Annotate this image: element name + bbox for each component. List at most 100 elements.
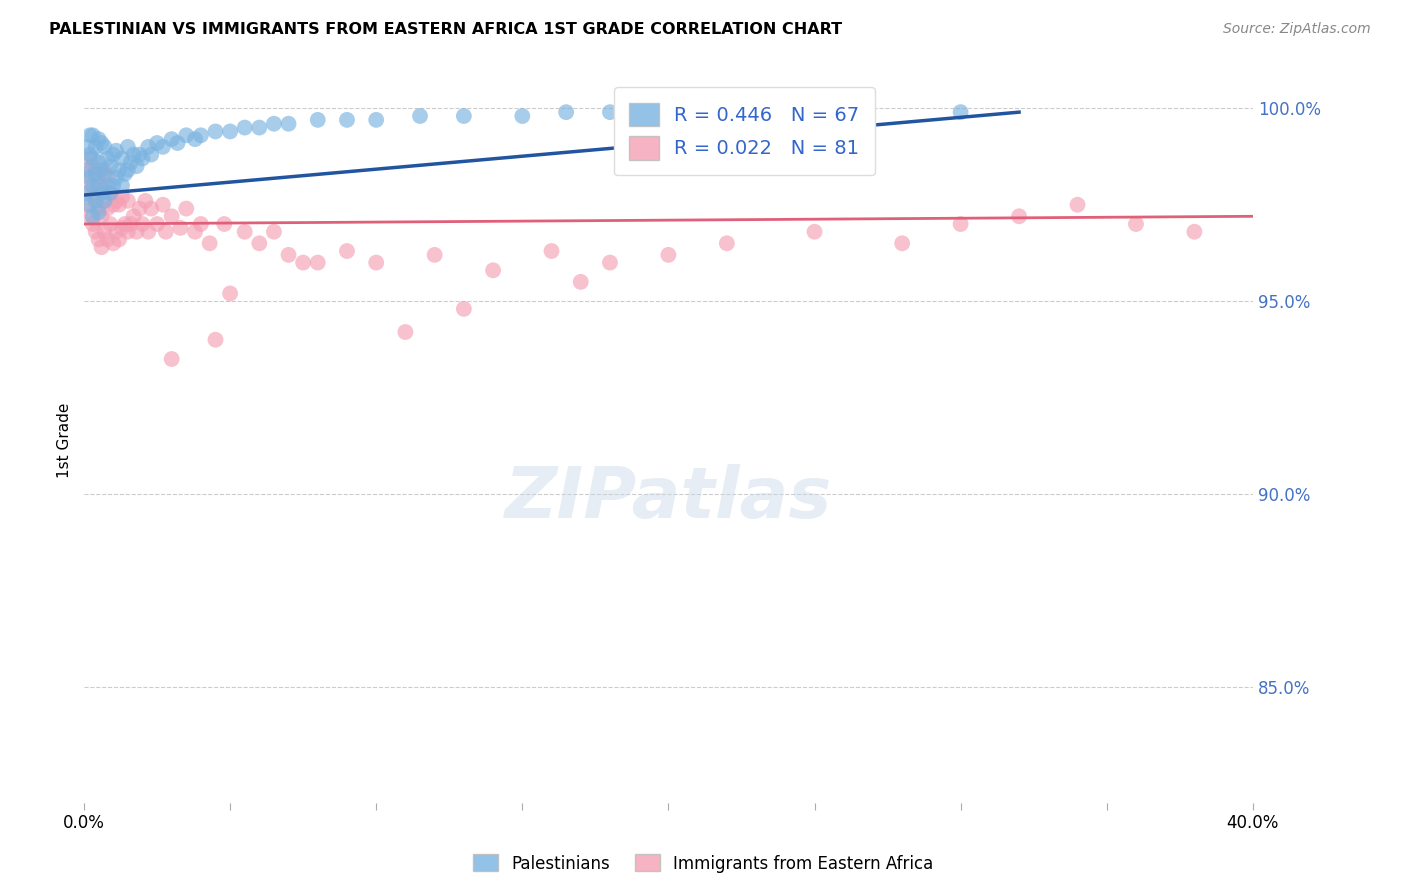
Point	[160, 132, 183, 146]
Point	[117, 225, 139, 239]
Text: Source: ZipAtlas.com: Source: ZipAtlas.com	[1223, 22, 1371, 37]
Point	[423, 248, 446, 262]
Point	[160, 209, 183, 223]
Point	[160, 351, 183, 366]
Point	[76, 167, 98, 181]
Point	[90, 163, 112, 178]
Legend: Palestinians, Immigrants from Eastern Africa: Palestinians, Immigrants from Eastern Af…	[465, 847, 941, 880]
Point	[307, 112, 329, 127]
Point	[117, 140, 139, 154]
Point	[87, 170, 110, 185]
Point	[111, 190, 134, 204]
Point	[155, 225, 177, 239]
Point	[233, 120, 256, 135]
Point	[555, 105, 578, 120]
Point	[891, 236, 914, 251]
Point	[90, 136, 112, 150]
Point	[247, 236, 270, 251]
Point	[105, 194, 128, 208]
Point	[1066, 198, 1088, 212]
Point	[117, 194, 139, 208]
Point	[146, 217, 169, 231]
Point	[716, 236, 738, 251]
Point	[184, 225, 207, 239]
Point	[98, 186, 121, 201]
Point	[82, 152, 104, 166]
Point	[84, 163, 107, 178]
Point	[79, 152, 101, 166]
Point	[277, 117, 299, 131]
Point	[93, 194, 115, 208]
Point	[131, 152, 153, 166]
Point	[111, 220, 134, 235]
Point	[366, 112, 388, 127]
Text: ZIPatlas: ZIPatlas	[505, 464, 832, 533]
Point	[82, 217, 104, 231]
Point	[76, 186, 98, 201]
Point	[93, 225, 115, 239]
Point	[569, 275, 592, 289]
Point	[141, 202, 163, 216]
Point	[96, 232, 118, 246]
Point	[90, 178, 112, 193]
Point	[263, 225, 285, 239]
Point	[120, 155, 142, 169]
Point	[111, 178, 134, 193]
Point	[82, 178, 104, 193]
Point	[82, 159, 104, 173]
Point	[93, 163, 115, 178]
Point	[105, 225, 128, 239]
Point	[540, 244, 562, 258]
Point	[84, 167, 107, 181]
Point	[103, 147, 125, 161]
Point	[103, 198, 125, 212]
Point	[96, 170, 118, 185]
Point	[409, 109, 432, 123]
Point	[108, 163, 131, 178]
Point	[136, 225, 159, 239]
Point	[79, 178, 101, 193]
Y-axis label: 1st Grade: 1st Grade	[58, 402, 72, 478]
Point	[152, 140, 174, 154]
Point	[84, 194, 107, 208]
Point	[131, 217, 153, 231]
Point	[184, 132, 207, 146]
Point	[803, 225, 825, 239]
Point	[336, 112, 359, 127]
Point	[169, 220, 191, 235]
Point	[87, 178, 110, 193]
Point	[247, 120, 270, 135]
Point	[98, 217, 121, 231]
Point	[120, 217, 142, 231]
Point	[84, 194, 107, 208]
Point	[87, 132, 110, 146]
Point	[103, 236, 125, 251]
Point	[96, 178, 118, 193]
Point	[76, 163, 98, 178]
Point	[949, 105, 972, 120]
Point	[292, 255, 315, 269]
Point	[87, 202, 110, 216]
Point	[108, 198, 131, 212]
Point	[136, 140, 159, 154]
Point	[125, 159, 148, 173]
Point	[98, 159, 121, 173]
Point	[1182, 225, 1205, 239]
Point	[79, 198, 101, 212]
Point	[453, 109, 475, 123]
Point	[122, 209, 145, 223]
Point	[394, 325, 416, 339]
Point	[146, 136, 169, 150]
Point	[117, 163, 139, 178]
Point	[108, 232, 131, 246]
Point	[336, 244, 359, 258]
Point	[82, 209, 104, 223]
Point	[366, 255, 388, 269]
Point	[76, 198, 98, 212]
Point	[90, 186, 112, 201]
Point	[114, 167, 136, 181]
Point	[87, 232, 110, 246]
Point	[79, 128, 101, 143]
Point	[949, 217, 972, 231]
Point	[105, 144, 128, 158]
